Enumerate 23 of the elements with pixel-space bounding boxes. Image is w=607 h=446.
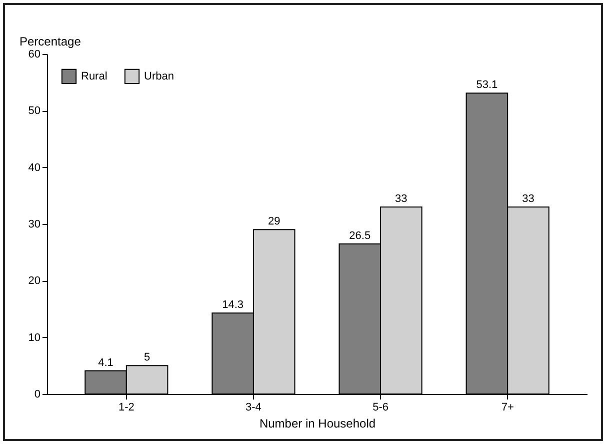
y-tick-label: 20 bbox=[28, 275, 40, 288]
data-label: 4.1 bbox=[98, 356, 114, 369]
y-tick-label: 30 bbox=[28, 218, 40, 230]
x-tick-label: 5-6 bbox=[372, 402, 388, 414]
data-label: 14.3 bbox=[222, 298, 244, 311]
data-label: 33 bbox=[395, 193, 408, 205]
x-tick-label: 7+ bbox=[501, 402, 514, 414]
data-label: 53.1 bbox=[476, 79, 498, 92]
x-tick-label: 1-2 bbox=[118, 402, 134, 414]
y-tick-label: 60 bbox=[28, 48, 40, 60]
y-tick-label: 0 bbox=[34, 388, 40, 400]
y-axis-title: Percentage bbox=[20, 34, 82, 48]
y-tick-label: 40 bbox=[28, 162, 40, 174]
data-label: 29 bbox=[268, 216, 280, 228]
legend-label: Rural bbox=[81, 70, 108, 82]
data-label: 5 bbox=[144, 352, 150, 364]
data-label: 33 bbox=[522, 193, 534, 205]
legend-label: Urban bbox=[144, 70, 174, 82]
x-axis-title: Number in Household bbox=[259, 416, 376, 430]
y-tick-label: 50 bbox=[28, 105, 40, 118]
x-tick-label: 3-4 bbox=[246, 402, 262, 414]
y-tick-label: 10 bbox=[28, 332, 40, 344]
data-label: 26.5 bbox=[349, 230, 371, 242]
